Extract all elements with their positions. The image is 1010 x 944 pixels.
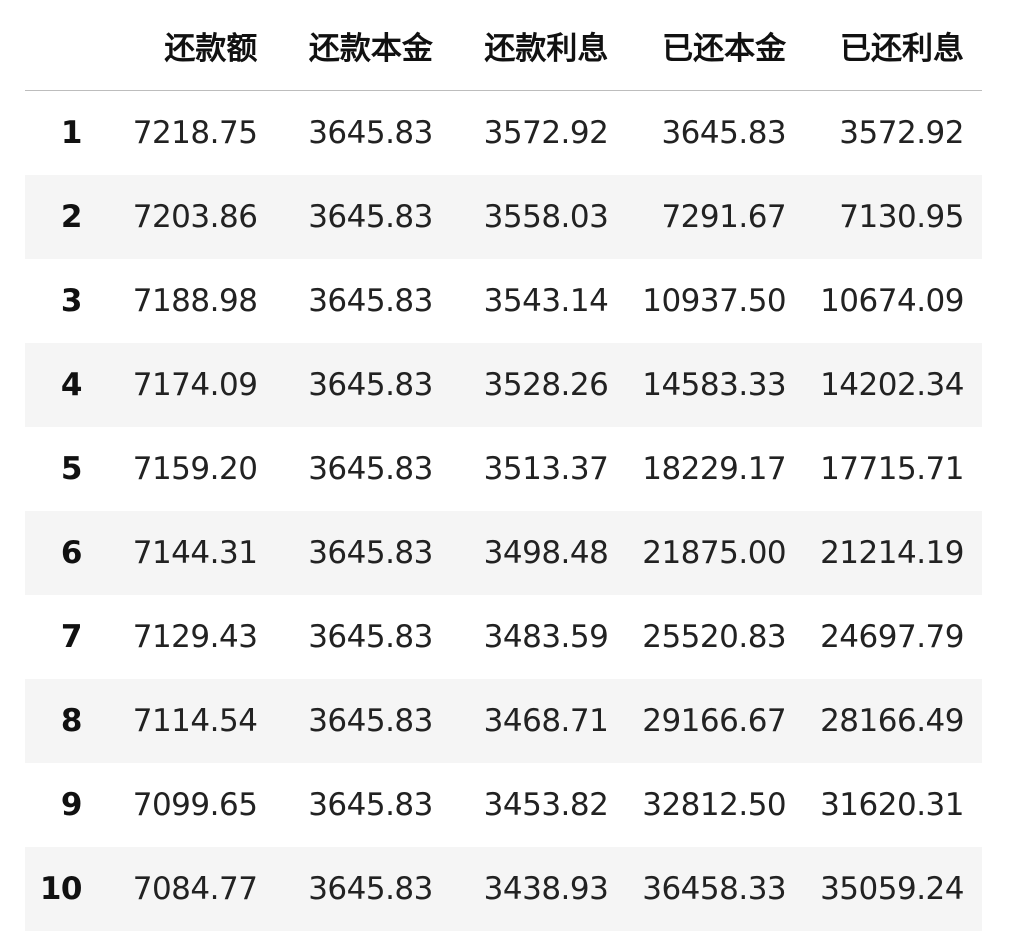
table-row: 6 7144.31 3645.83 3498.48 21875.00 21214.19 (25, 511, 982, 595)
table-cell: 3528.26 (483, 367, 609, 403)
table-cell: 25520.83 (642, 619, 787, 655)
row-index: 9 (60, 787, 83, 823)
row-index: 7 (60, 619, 83, 655)
row-index: 10 (39, 871, 83, 907)
table-cell: 7218.75 (132, 115, 258, 151)
column-header: 已还利息 (804, 0, 982, 91)
table-cell: 28166.49 (820, 703, 964, 739)
table-cell: 3572.92 (839, 115, 964, 151)
header-row: 还款额 还款本金 还款利息 已还本金 已还利息 (25, 0, 982, 91)
table-cell: 3438.93 (483, 871, 609, 907)
table-cell: 3558.03 (483, 199, 609, 235)
table-cell: 3645.83 (308, 115, 433, 151)
table-cell: 7203.86 (132, 199, 258, 235)
table-cell: 7291.67 (661, 199, 787, 235)
table-cell: 3645.83 (308, 199, 433, 235)
row-index: 4 (60, 367, 83, 403)
table-row: 7 7129.43 3645.83 3483.59 25520.83 24697.79 (25, 595, 982, 679)
column-header: 还款额 (99, 0, 276, 91)
table-cell: 21875.00 (642, 535, 787, 571)
table-cell: 3453.82 (483, 787, 609, 823)
table-cell: 31620.31 (820, 787, 964, 823)
row-index: 6 (60, 535, 83, 571)
column-header: 还款本金 (275, 0, 451, 91)
table-cell: 21214.19 (820, 535, 964, 571)
table-cell: 7114.54 (132, 703, 258, 739)
table-cell: 36458.33 (642, 871, 787, 907)
table-cell: 24697.79 (820, 619, 964, 655)
table-cell: 7099.65 (132, 787, 258, 823)
table-row: 3 7188.98 3645.83 3543.14 10937.50 10674.09 (25, 259, 982, 343)
table-row: 4 7174.09 3645.83 3528.26 14583.33 14202.34 (25, 343, 982, 427)
row-index: 1 (60, 115, 83, 151)
table-cell: 10674.09 (820, 283, 964, 319)
index-header (25, 0, 100, 91)
table-cell: 3645.83 (308, 871, 433, 907)
table-cell: 3645.83 (308, 283, 433, 319)
table-cell: 3572.92 (483, 115, 609, 151)
table-cell: 14202.34 (820, 367, 964, 403)
table-cell: 7084.77 (132, 871, 258, 907)
table-cell: 10937.50 (642, 283, 787, 319)
column-header: 已还本金 (626, 0, 805, 91)
table-cell: 7144.31 (132, 535, 258, 571)
table-cell: 7188.98 (132, 283, 258, 319)
row-index: 5 (60, 451, 83, 487)
table-cell: 3645.83 (308, 619, 433, 655)
table-cell: 3513.37 (483, 451, 609, 487)
table-cell: 3645.83 (308, 703, 433, 739)
table-row: 8 7114.54 3645.83 3468.71 29166.67 28166.49 (25, 679, 982, 763)
table-cell: 3645.83 (308, 787, 433, 823)
table-cell: 3645.83 (308, 451, 433, 487)
table-cell: 14583.33 (642, 367, 787, 403)
table-cell: 7130.95 (839, 199, 964, 235)
table-cell: 35059.24 (820, 871, 964, 907)
table-cell: 7159.20 (132, 451, 258, 487)
table-row: 2 7203.86 3645.83 3558.03 7291.67 7130.95 (25, 175, 982, 259)
table-cell: 18229.17 (642, 451, 787, 487)
table-cell: 3498.48 (483, 535, 609, 571)
table-cell: 3645.83 (308, 367, 433, 403)
table-cell: 3645.83 (308, 535, 433, 571)
table-cell: 17715.71 (820, 451, 964, 487)
table-row: 1 7218.75 3645.83 3572.92 3645.83 3572.92 (25, 91, 982, 176)
table-cell: 3468.71 (483, 703, 609, 739)
table-row: 10 7084.77 3645.83 3438.93 36458.33 35059.24 (25, 847, 982, 931)
table-cell: 3543.14 (483, 283, 609, 319)
table-cell: 7174.09 (132, 367, 258, 403)
table-row: 9 7099.65 3645.83 3453.82 32812.50 31620.31 (25, 763, 982, 847)
row-index: 3 (60, 283, 83, 319)
table-cell: 32812.50 (642, 787, 787, 823)
column-header: 还款利息 (450, 0, 627, 91)
table-cell: 3483.59 (483, 619, 609, 655)
dataframe-table: 还款额 还款本金 还款利息 已还本金 已还利息 1 7218.75 3645.83 3… (25, 0, 982, 931)
row-index: 8 (60, 703, 83, 739)
table-row: 5 7159.20 3645.83 3513.37 18229.17 17715.71 (25, 427, 982, 511)
table-cell: 3645.83 (661, 115, 787, 151)
table-cell: 29166.67 (642, 703, 787, 739)
row-index: 2 (60, 199, 83, 235)
table-cell: 7129.43 (132, 619, 258, 655)
